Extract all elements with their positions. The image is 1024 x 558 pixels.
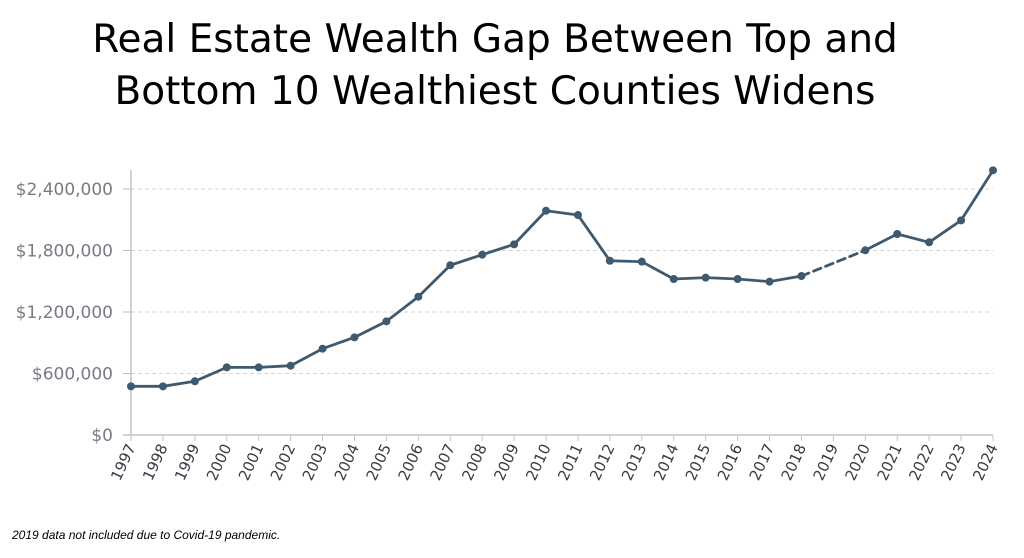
line-segment	[544, 209, 580, 217]
x-tick-label: 2016	[714, 441, 746, 483]
y-tick-label: $1,200,000	[16, 303, 113, 323]
x-tick-label: 2012	[586, 441, 618, 483]
line-segment	[768, 274, 803, 284]
x-tick-label: 2018	[778, 441, 810, 483]
data-point-2012	[605, 256, 614, 265]
line-segment	[959, 168, 995, 222]
x-tick-label: 2019	[810, 441, 842, 483]
data-point-1997	[127, 382, 135, 391]
x-tick-label: 1997	[107, 441, 139, 483]
data-point-2009	[510, 240, 519, 249]
x-tick-label: 2011	[554, 441, 586, 483]
y-tick-label: $0	[91, 426, 113, 446]
line-segment	[416, 263, 452, 299]
data-point-2024	[989, 166, 997, 175]
x-tick-label: 2006	[395, 441, 427, 483]
x-tick-label: 2008	[458, 441, 490, 483]
line-segment	[895, 232, 931, 244]
x-tick-label: 1999	[171, 441, 203, 483]
data-point-2002	[286, 361, 295, 370]
data-point-2007	[446, 261, 455, 270]
x-tick-label: 2022	[905, 441, 937, 483]
line-segment	[385, 295, 420, 323]
x-tick-label: 2002	[267, 441, 299, 483]
data-point-2020	[861, 246, 870, 255]
title-line-1: Real Estate Wealth Gap Between Top and	[92, 17, 898, 62]
data-point-2023	[957, 216, 966, 225]
x-tick-label: 2003	[299, 441, 331, 483]
line-segment	[448, 253, 484, 267]
y-tick-label: $600,000	[32, 365, 113, 385]
line-segment	[289, 347, 324, 368]
data-point-1998	[158, 382, 167, 391]
footnote: 2019 data not included due to Covid-19 p…	[12, 528, 281, 542]
data-point-2001	[254, 363, 263, 372]
line-segment	[927, 218, 963, 244]
x-tick-label: 2005	[363, 441, 395, 483]
x-tick-label: 2021	[873, 441, 905, 483]
y-tick-label: $2,400,000	[16, 180, 113, 200]
x-tick-label: 2001	[235, 441, 267, 483]
line-segment	[608, 259, 644, 264]
line-segment-dashed	[800, 248, 867, 278]
data-point-1999	[190, 377, 199, 386]
title-line-2: Bottom 10 Wealthiest Counties Widens	[114, 69, 876, 114]
data-point-2015	[701, 273, 710, 282]
line-segment	[704, 276, 739, 281]
x-tick-label: 2015	[682, 441, 714, 483]
data-point-2005	[382, 317, 391, 326]
x-tick-label: 2013	[618, 441, 650, 483]
x-tick-label: 2000	[203, 441, 235, 483]
data-point-2017	[765, 277, 774, 286]
data-point-2022	[925, 238, 934, 247]
data-point-2010	[542, 206, 551, 215]
line-segment	[193, 365, 229, 383]
x-tick-label: 2014	[650, 441, 682, 483]
line-segment	[257, 364, 293, 369]
x-tick-label: 2007	[426, 441, 458, 483]
data-point-2011	[573, 211, 582, 220]
x-tick-label: 1998	[139, 441, 171, 483]
chart-title: Real Estate Wealth Gap Between Top and B…	[0, 14, 990, 118]
data-point-2014	[669, 274, 678, 283]
y-tick-label: $1,800,000	[16, 242, 113, 262]
x-tick-label: 2024	[969, 441, 1001, 483]
line-segment	[161, 379, 197, 388]
data-point-2008	[478, 250, 487, 259]
line-segment	[640, 260, 676, 281]
data-point-2006	[414, 292, 423, 301]
line-segment	[736, 277, 771, 284]
line-segment	[480, 242, 516, 257]
line-segment	[353, 319, 388, 339]
line-segment	[576, 213, 612, 263]
data-point-2004	[350, 333, 359, 342]
x-tick-label: 2010	[522, 441, 554, 483]
data-point-2003	[318, 344, 327, 353]
line-segment	[672, 276, 708, 281]
line-segment	[863, 232, 899, 252]
x-tick-label: 2009	[490, 441, 522, 483]
line-segment	[321, 335, 356, 351]
x-tick-label: 2004	[331, 441, 363, 483]
data-point-2021	[893, 229, 902, 238]
data-point-2000	[222, 363, 231, 372]
x-tick-label: 2020	[841, 441, 873, 483]
line-segment	[512, 209, 548, 246]
data-point-2016	[733, 274, 742, 283]
x-tick-label: 2017	[746, 441, 778, 483]
data-point-2013	[637, 257, 646, 266]
x-tick-label: 2023	[937, 441, 969, 483]
data-point-2018	[797, 272, 806, 281]
